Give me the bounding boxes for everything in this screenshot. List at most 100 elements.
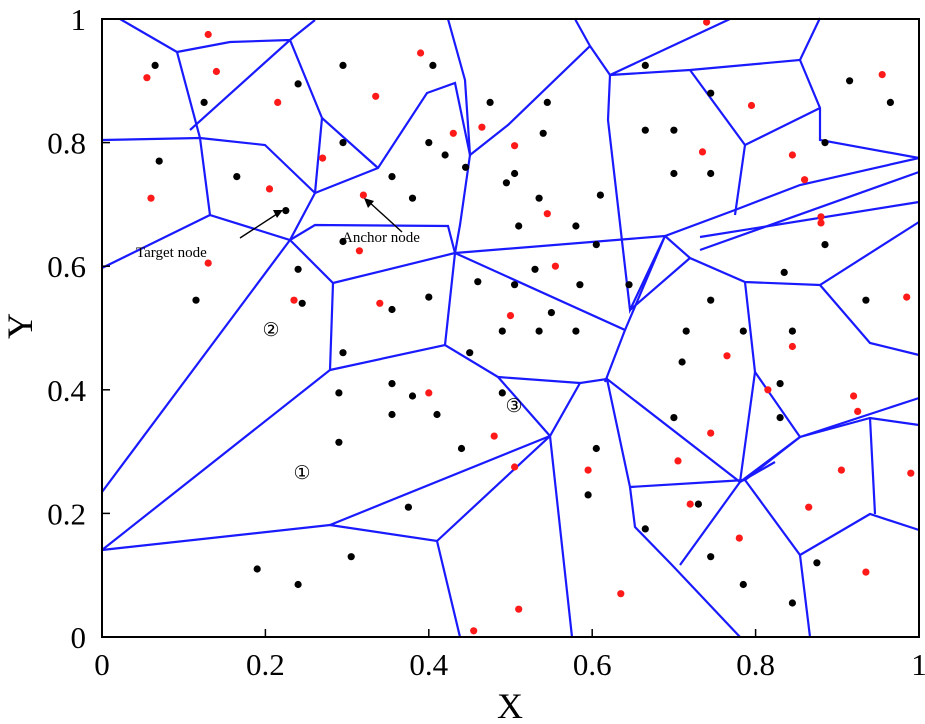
target-node-point [694, 500, 703, 508]
anchor-node-point [212, 67, 220, 76]
y-tick-label: 0.6 [47, 249, 86, 284]
anchor-node-point [703, 18, 711, 26]
voronoi-edge [629, 257, 691, 311]
anchor-node-point [788, 342, 797, 351]
x-tick-label: 0.2 [246, 647, 285, 682]
target-node-point [678, 358, 686, 366]
target-node-point [510, 169, 519, 178]
anchor-node-point [510, 463, 519, 471]
target-node-point [408, 194, 417, 202]
target-node-point [466, 349, 474, 357]
target-node-point [682, 327, 690, 335]
target-node-point [510, 281, 519, 289]
anchor-node-point [698, 148, 707, 156]
target-node-point [572, 222, 580, 230]
target-node-point [576, 281, 584, 289]
anchor-node-point [584, 466, 592, 474]
anchor-node-point [854, 407, 862, 415]
target-node-point [572, 327, 580, 335]
target-node-point [707, 169, 715, 178]
target-node-point [780, 268, 788, 276]
target-node-point [404, 503, 412, 511]
region-label-3: ③ [505, 395, 522, 417]
target-node-point [846, 77, 854, 85]
anchor-node-point [265, 185, 274, 193]
voronoi-edge [101, 377, 741, 638]
target-node-point [498, 327, 506, 335]
target-node-point [294, 580, 302, 589]
target-node-point [707, 89, 715, 97]
target-node-point [425, 293, 433, 301]
anchor-node-point [817, 219, 825, 227]
voronoi-edge [664, 221, 920, 287]
annotations: Target node Anchor node ② ③ ① [136, 198, 523, 484]
target-node-point [862, 296, 870, 304]
target-node-point [886, 98, 895, 106]
anchor-node-point [510, 142, 519, 150]
x-tick-label: 0.6 [573, 647, 612, 682]
x-axis-label: X [497, 686, 523, 724]
voronoi-edge [744, 479, 920, 557]
voronoi-edge [101, 239, 291, 493]
target-node-point [535, 327, 543, 335]
anchor-points [143, 18, 915, 635]
plot-frame [101, 18, 920, 638]
x-tick-label: 0 [94, 647, 110, 682]
voronoi-edge [176, 19, 316, 54]
anchor-node-point [470, 627, 478, 635]
target-node-point [253, 565, 261, 573]
anchor-node-point [837, 466, 846, 474]
y-tick-label: 0.4 [47, 373, 86, 408]
target-node-point [707, 296, 715, 304]
anchor-node-point [617, 590, 625, 598]
anchor-node-point [478, 123, 486, 131]
target-node-point [429, 61, 437, 69]
target-node-point [515, 222, 523, 230]
voronoi-edge [606, 378, 776, 484]
anchor-node-point [319, 154, 327, 162]
voronoi-edge [589, 18, 731, 77]
target-node-point [641, 126, 649, 134]
anchor-node-point [449, 129, 457, 137]
voronoi-edge [798, 554, 812, 638]
x-tick-label: 0.8 [736, 647, 775, 682]
anchor-node-point [376, 299, 384, 307]
target-node-point [821, 241, 829, 249]
target-node-label: Target node [136, 245, 207, 261]
anchor-node-point [764, 386, 772, 394]
target-node-point [388, 173, 396, 181]
target-node-point [641, 525, 649, 533]
anchor-node-point [204, 30, 212, 39]
voronoi-edge [443, 251, 627, 383]
anchor-node-point [907, 469, 915, 477]
target-node-point [388, 410, 396, 419]
voronoi-edge [435, 540, 462, 638]
y-tick-label: 0.2 [47, 496, 86, 531]
target-node-point [388, 305, 396, 314]
anchor-node-point [735, 534, 743, 542]
anchor-node-point [801, 176, 809, 184]
target-node-point [670, 126, 678, 134]
target-node-arrow [239, 211, 281, 239]
target-node-point [535, 194, 543, 202]
target-node-point [151, 61, 159, 69]
target-node-point [339, 61, 347, 69]
target-node-point [531, 265, 539, 273]
anchor-node-point [290, 296, 298, 304]
target-node-point [739, 327, 747, 335]
anchor-node-point [359, 191, 367, 199]
target-node-point [294, 80, 302, 88]
voronoi-edge [497, 376, 551, 437]
target-node-point [596, 191, 605, 199]
voronoi-edge [744, 107, 821, 146]
voronoi-edge [679, 481, 741, 566]
target-node-point [592, 444, 600, 453]
target-points [151, 61, 895, 607]
voronoi-edge [819, 284, 920, 357]
y-tick-label: 0.8 [47, 126, 86, 161]
anchor-node-point [506, 312, 515, 320]
voronoi-edge [289, 223, 457, 254]
target-node-point [339, 237, 347, 246]
anchor-node-point [274, 98, 282, 106]
